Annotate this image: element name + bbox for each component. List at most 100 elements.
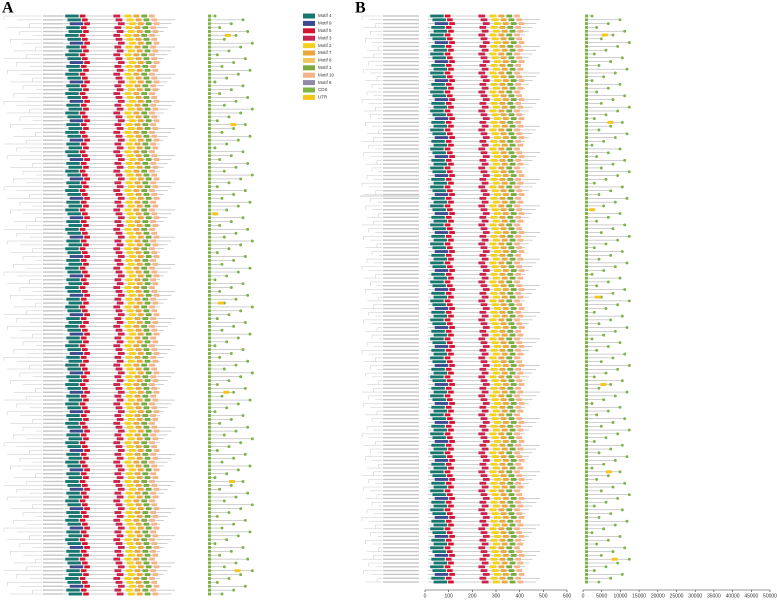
motif-box	[136, 127, 143, 130]
motif-box	[490, 329, 498, 333]
motif-box	[503, 212, 509, 215]
motif-box	[510, 307, 517, 310]
motif-box	[126, 328, 134, 332]
motif-box	[490, 158, 498, 162]
motif-box	[479, 291, 487, 295]
motif-box	[499, 177, 506, 181]
motif-box	[153, 22, 160, 26]
cds-box	[585, 166, 588, 170]
cds-box	[208, 476, 211, 480]
motif-box	[515, 329, 521, 333]
motif-box	[151, 251, 158, 255]
motif-box	[69, 429, 84, 433]
utr-box	[212, 212, 219, 216]
motif-box	[509, 314, 516, 318]
cds-exon	[592, 117, 596, 120]
motif-box	[117, 22, 125, 26]
motif-box	[433, 504, 448, 508]
motif-box	[144, 107, 151, 111]
motif-box	[127, 359, 135, 363]
motif-box	[113, 189, 121, 193]
motif-box	[482, 534, 490, 538]
gene-label	[43, 542, 63, 545]
cds-box	[208, 588, 211, 592]
motif-box	[129, 80, 136, 84]
motif-box	[430, 204, 444, 208]
motif-box	[79, 363, 86, 367]
legend-label: Motif 6	[318, 80, 332, 85]
motif-box	[124, 460, 132, 464]
motif-box	[144, 204, 151, 208]
motif-box	[127, 534, 135, 538]
cds-exon	[222, 499, 226, 503]
motif-box	[508, 246, 515, 250]
motif-box	[508, 569, 515, 573]
motif-box	[83, 553, 89, 557]
legend-label: Motif 4	[318, 13, 332, 18]
motif-box	[449, 22, 455, 26]
motif-box	[125, 26, 133, 30]
motif-box	[448, 105, 454, 109]
gene-label	[383, 376, 419, 378]
gene-label	[383, 15, 419, 17]
motif-box	[150, 220, 156, 224]
motif-box	[506, 451, 512, 455]
motif-box	[448, 580, 454, 584]
motif-box	[117, 371, 125, 375]
motif-box	[448, 390, 454, 394]
motif-box	[65, 14, 79, 18]
motif-box	[133, 363, 140, 367]
motif-box	[117, 313, 125, 317]
gene-label	[383, 448, 419, 450]
motif-box	[448, 333, 454, 337]
motif-box	[506, 242, 512, 246]
motif-box	[492, 314, 500, 318]
motif-box	[490, 177, 498, 181]
motif-box	[433, 523, 448, 527]
cds-box	[585, 303, 588, 307]
motif-box	[448, 219, 454, 223]
motif-box	[150, 433, 156, 437]
cds-box	[208, 49, 211, 53]
gene-label	[383, 254, 419, 257]
cds-exon	[250, 41, 254, 45]
gene-label	[43, 333, 63, 335]
motif-box	[114, 511, 122, 514]
gene-label	[383, 372, 419, 374]
motif-box	[135, 18, 142, 22]
motif-box	[433, 542, 448, 546]
gene-label	[383, 417, 419, 420]
motif-box	[82, 386, 88, 390]
motif-box	[149, 111, 155, 115]
gene-label	[43, 507, 63, 510]
motif-box	[518, 515, 525, 519]
motif-box	[489, 185, 497, 189]
motif-box	[136, 107, 143, 111]
gene-label	[383, 163, 419, 165]
motif-box	[514, 337, 520, 341]
motif-box	[135, 483, 142, 487]
motif-box	[149, 499, 155, 503]
motif-box	[508, 512, 515, 516]
motif-box	[152, 321, 159, 324]
motif-box	[515, 367, 521, 371]
motif-box	[498, 565, 505, 569]
motif-box	[138, 449, 144, 452]
motif-box	[509, 162, 516, 166]
motif-box	[124, 247, 132, 251]
motif-box	[500, 170, 507, 174]
motif-box	[117, 158, 125, 161]
motif-box	[503, 440, 509, 443]
cds-box	[208, 580, 211, 584]
gene-label	[43, 189, 63, 192]
gene-label	[43, 302, 63, 304]
cds-exon	[243, 321, 247, 324]
motif-box	[134, 452, 141, 456]
motif-box	[151, 270, 158, 274]
motif-box	[134, 549, 141, 553]
motif-box	[135, 464, 142, 468]
motif-box	[84, 22, 90, 26]
cds-exon	[590, 337, 594, 341]
cds-box	[585, 18, 588, 22]
motif-box	[518, 79, 525, 83]
